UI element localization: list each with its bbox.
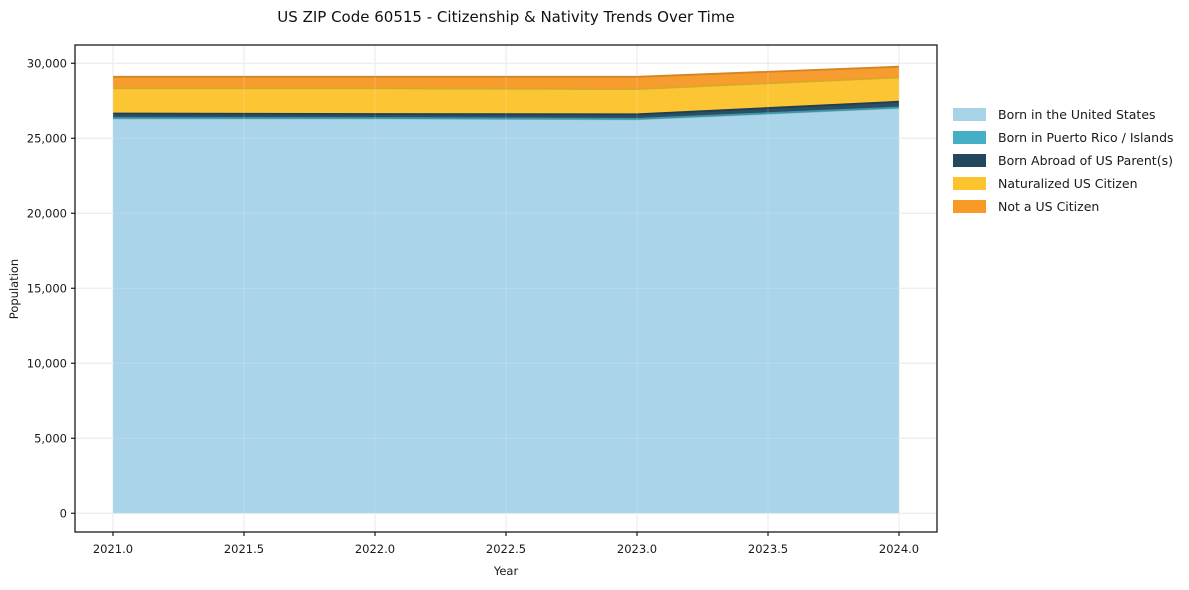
- y-tick-label: 0: [60, 506, 67, 520]
- y-tick-label: 30,000: [27, 56, 67, 70]
- legend-swatch-born-in-puerto-rico-islands: [953, 131, 986, 144]
- legend-swatch-not-a-us-citizen: [953, 200, 986, 213]
- legend-item-born-in-puerto-rico-islands: Born in Puerto Rico / Islands: [953, 126, 1174, 149]
- chart-title: US ZIP Code 60515 - Citizenship & Nativi…: [277, 8, 735, 26]
- y-axis-label: Population: [7, 258, 21, 320]
- x-tick-label: 2023.0: [617, 542, 657, 556]
- legend-label: Born Abroad of US Parent(s): [998, 153, 1173, 168]
- legend-item-born-abroad-of-us-parent-s: Born Abroad of US Parent(s): [953, 149, 1174, 172]
- x-tick-label: 2024.0: [879, 542, 919, 556]
- legend-swatch-born-in-the-united-states: [953, 108, 986, 121]
- y-tick-label: 20,000: [27, 206, 67, 220]
- y-tick-label: 25,000: [27, 131, 67, 145]
- x-tick-label: 2022.5: [486, 542, 526, 556]
- x-tick-label: 2021.5: [224, 542, 264, 556]
- x-tick-label: 2021.0: [93, 542, 133, 556]
- legend: Born in the United States Born in Puerto …: [953, 103, 1174, 218]
- x-axis-label: Year: [493, 564, 519, 578]
- edge-born-in-puerto-rico-islands: [113, 106, 900, 120]
- y-tick-label: 10,000: [27, 356, 67, 370]
- edge-not-a-us-citizen: [113, 65, 900, 78]
- legend-item-born-in-the-united-states: Born in the United States: [953, 103, 1174, 126]
- legend-label: Naturalized US Citizen: [998, 176, 1138, 191]
- legend-swatch-born-abroad-of-us-parent-s: [953, 154, 986, 167]
- y-tick-label: 15,000: [27, 281, 67, 295]
- edge-born-abroad-of-us-parent-s: [112, 100, 900, 116]
- area-not-a-us-citizen: [113, 66, 899, 90]
- legend-swatch-naturalized-us-citizen: [953, 177, 986, 190]
- x-tick-label: 2023.5: [748, 542, 788, 556]
- area-born-in-the-united-states: [113, 108, 899, 514]
- legend-label: Born in Puerto Rico / Islands: [998, 130, 1174, 145]
- legend-label: Born in the United States: [998, 107, 1156, 122]
- legend-label: Not a US Citizen: [998, 199, 1100, 214]
- legend-item-naturalized-us-citizen: Naturalized US Citizen: [953, 172, 1174, 195]
- x-tick-label: 2022.0: [355, 542, 395, 556]
- y-tick-label: 5,000: [34, 431, 67, 445]
- legend-item-not-a-us-citizen: Not a US Citizen: [953, 195, 1174, 218]
- edge-naturalized-us-citizen: [113, 76, 900, 91]
